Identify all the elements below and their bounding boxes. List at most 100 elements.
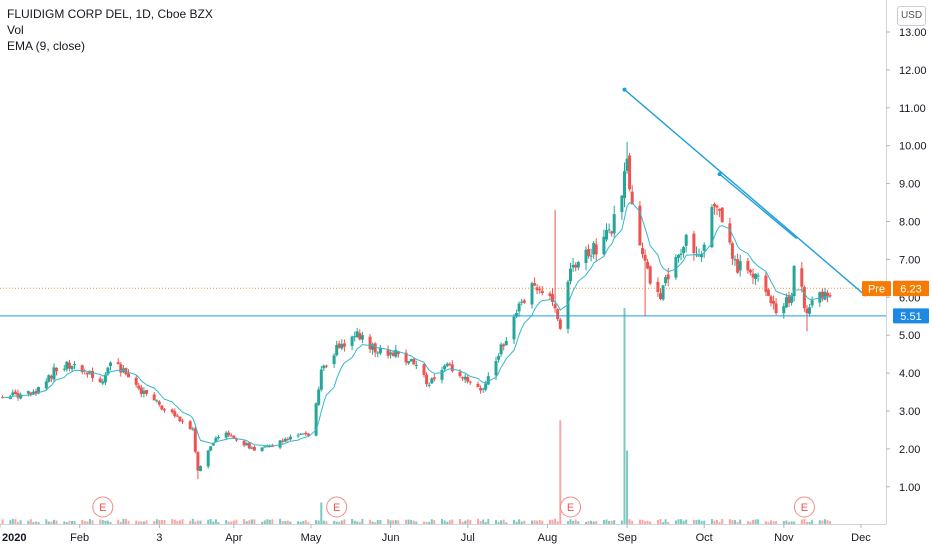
candle-body	[538, 289, 542, 291]
volume-bar	[271, 519, 274, 524]
volume-bar	[541, 520, 544, 524]
candle-body	[589, 255, 593, 257]
candle-body	[607, 229, 611, 231]
candle-body	[720, 207, 724, 223]
volume-bar	[538, 520, 541, 524]
volume-bar	[405, 519, 408, 524]
trend-line-1	[624, 89, 867, 297]
volume-bar	[119, 521, 122, 524]
volume-bar	[824, 519, 826, 524]
candle-body	[468, 381, 472, 383]
time-tick-label: Apr	[225, 532, 242, 544]
volume-bar	[821, 520, 824, 524]
candle-body	[350, 336, 354, 346]
candle-body	[790, 295, 794, 303]
volume-bar	[17, 522, 19, 524]
candle-body	[55, 367, 58, 372]
volume-bar	[428, 521, 431, 524]
price-tick-label: 1.00	[899, 482, 920, 494]
candle-body	[628, 155, 632, 190]
volume-bar	[479, 521, 482, 524]
volume-bar	[358, 521, 361, 524]
candle-body	[548, 293, 552, 296]
volume-bar	[106, 520, 109, 524]
candle-body	[540, 290, 544, 294]
candle-body	[376, 352, 380, 354]
volume-indicator-label[interactable]: Vol	[7, 23, 24, 37]
chart-legend: FLUIDIGM CORP DEL, 1D, Cboe BZX Vol EMA …	[7, 6, 213, 54]
volume-bar	[410, 519, 413, 524]
candle-body	[517, 303, 521, 312]
volume-bar	[173, 519, 176, 524]
candle-body	[646, 261, 650, 269]
candle-body	[283, 438, 287, 442]
volume-bar	[656, 520, 659, 524]
volume-bar	[230, 521, 233, 524]
ema-indicator-label[interactable]: EMA (9, close)	[7, 39, 86, 53]
volume-bar	[731, 519, 734, 524]
volume-bar	[65, 522, 68, 524]
time-tick-label: Jul	[461, 532, 475, 544]
volume-bar	[518, 519, 521, 524]
candle-body	[730, 243, 734, 259]
candle-body	[127, 373, 130, 378]
candle-body	[782, 306, 786, 314]
price-tick-label: 8.00	[899, 217, 920, 229]
volume-bar	[155, 519, 158, 524]
candle-body	[278, 440, 282, 448]
volume-bar	[91, 520, 94, 524]
volume-bar	[392, 520, 395, 524]
candle-body	[368, 336, 372, 350]
candle-body	[337, 343, 341, 348]
volume-bar	[567, 521, 569, 524]
volume-bar	[638, 519, 641, 524]
volume-bar	[158, 520, 161, 524]
volume-bar	[407, 519, 410, 524]
price-tick-label: 4.00	[899, 368, 920, 380]
earnings-marker: E	[560, 496, 582, 518]
premarket-badge-text: Pre	[868, 284, 885, 296]
volume-bar	[338, 522, 341, 524]
volume-bar	[700, 520, 703, 524]
candle-body	[659, 293, 662, 299]
candle-body	[242, 440, 246, 446]
candle-body	[766, 289, 770, 296]
candle-body	[224, 432, 228, 438]
earnings-circle	[326, 496, 348, 518]
candle-body	[396, 351, 400, 354]
ema-line	[2, 202, 831, 447]
candle-body	[702, 244, 706, 251]
candle-body	[314, 403, 318, 436]
volume-bar	[628, 519, 631, 524]
volume-bar	[718, 522, 721, 524]
volume-bar	[423, 521, 425, 524]
candle-body	[430, 378, 434, 384]
trend-line-anchor	[717, 172, 722, 177]
volume-bar	[754, 519, 757, 524]
volume-bar	[29, 519, 32, 524]
candle-body	[389, 352, 393, 355]
volume-bar	[335, 521, 338, 524]
volume-bar	[189, 520, 192, 524]
candle-body	[11, 392, 15, 395]
candle-body	[605, 230, 608, 240]
volume-bar	[710, 519, 713, 524]
volume-bar	[446, 521, 449, 524]
candle-body	[463, 376, 467, 380]
volume-bar	[451, 519, 454, 524]
candle-body	[391, 352, 395, 356]
currency-button[interactable]: USD	[897, 6, 926, 26]
candle-body	[44, 381, 48, 389]
candle-body	[466, 377, 470, 382]
volume-bar	[45, 519, 48, 524]
volume-bar	[803, 519, 806, 524]
volume-bar	[515, 521, 518, 524]
price-tick-label: 5.00	[899, 330, 920, 342]
volume-bar	[325, 521, 328, 524]
volume-bar	[610, 520, 613, 524]
candle-body	[103, 374, 107, 383]
volume-bar	[443, 520, 446, 524]
candle-body	[49, 375, 53, 379]
